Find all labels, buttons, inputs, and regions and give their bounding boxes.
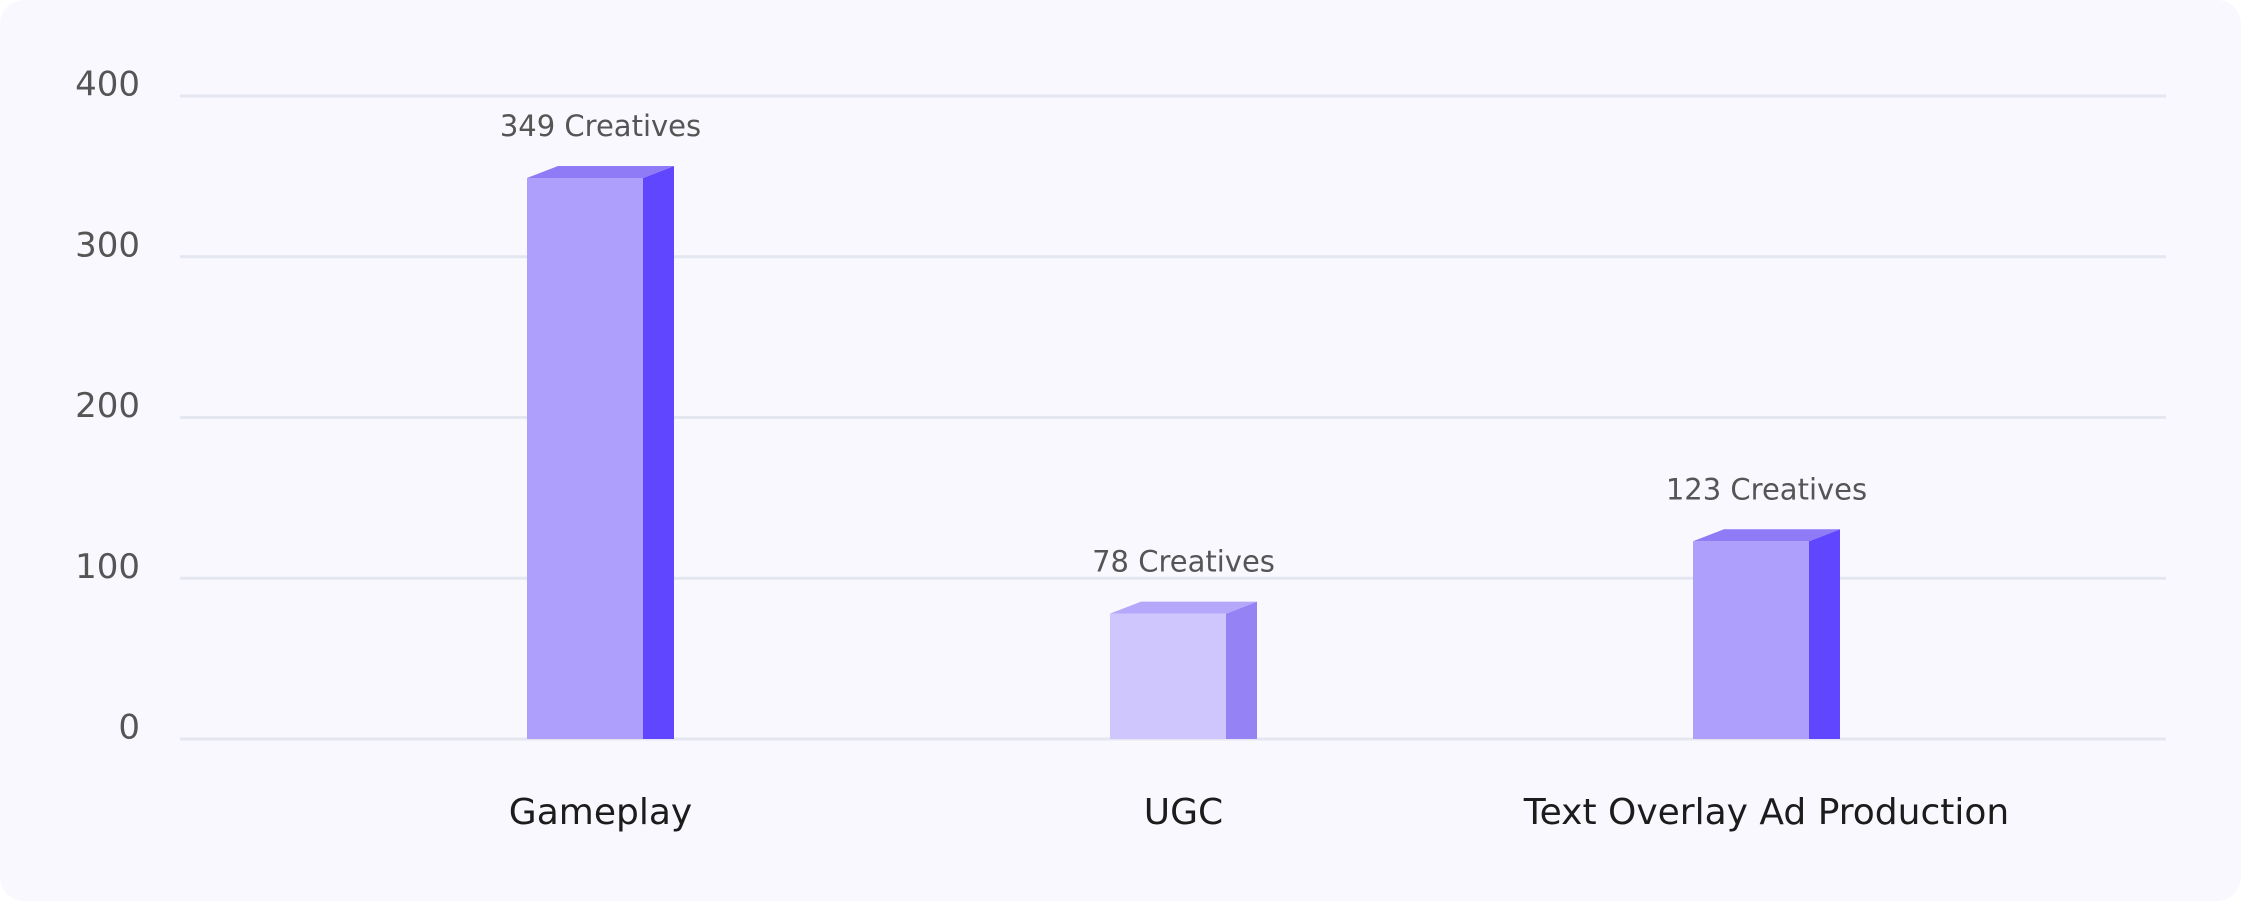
bar-top [1110, 601, 1257, 614]
value-label: 78 Creatives [1092, 545, 1275, 579]
bar-side [1809, 529, 1840, 739]
y-tick-label: 400 [75, 65, 140, 105]
x-tick-label: Text Overlay Ad Production [1523, 792, 2009, 833]
y-tick-label: 200 [75, 386, 140, 426]
value-label: 123 Creatives [1666, 472, 1867, 506]
y-tick-label: 100 [75, 547, 140, 587]
bar-front [1110, 613, 1226, 739]
x-tick-label: Gameplay [509, 792, 692, 833]
bar-top [527, 165, 674, 178]
bar-top [1693, 529, 1840, 542]
x-tick-label: UGC [1144, 792, 1223, 833]
bar-side [643, 165, 674, 740]
y-tick-label: 0 [118, 708, 140, 748]
bar-front [1693, 541, 1809, 739]
bar-front [527, 177, 643, 740]
y-tick-label: 300 [75, 225, 140, 265]
bar-side [1226, 601, 1257, 739]
value-label: 349 Creatives [500, 109, 701, 143]
